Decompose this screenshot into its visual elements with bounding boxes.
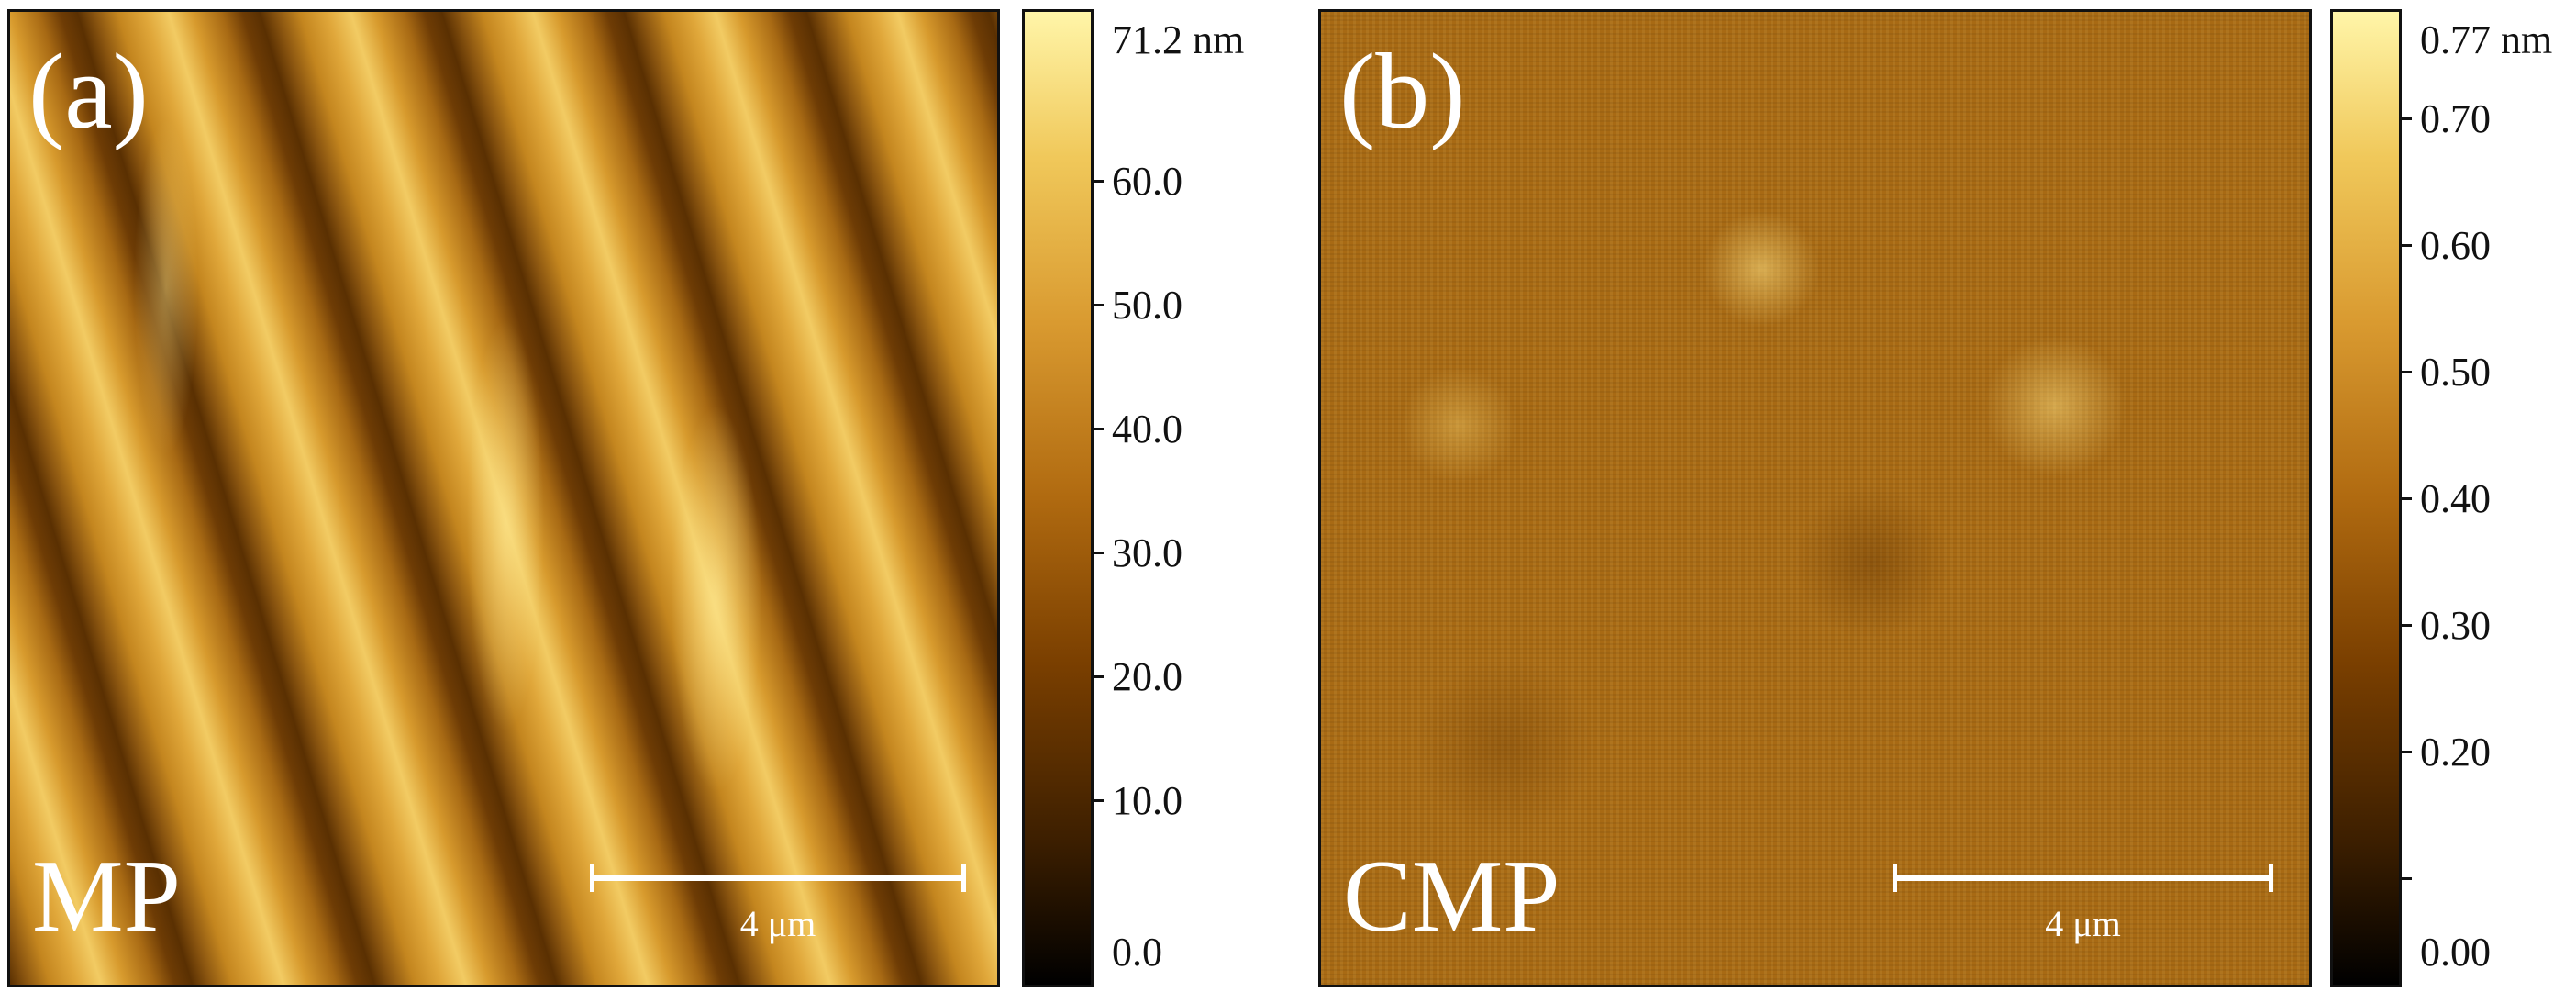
colorbar-a-tick-label: 20.0	[1112, 654, 1183, 699]
afm-image-cmp: (b) CMP 4 μm	[1318, 9, 2312, 987]
panel-label-a: (a)	[28, 31, 149, 151]
colorbar-b	[2330, 9, 2402, 987]
colorbar-b-tick-label: 0.30	[2420, 603, 2491, 648]
colorbar-b-tick-label: 0.50	[2420, 350, 2491, 395]
sample-label-mp: MP	[32, 840, 181, 953]
afm-image-mp: (a) MP 4 μm	[7, 9, 1000, 987]
colorbar-a-tick-label: 30.0	[1112, 530, 1183, 575]
colorbar-a-tick-label: 10.0	[1112, 778, 1183, 823]
scalebar-a	[590, 864, 966, 892]
panel-label-b: (b)	[1339, 31, 1466, 151]
colorbar-a-tick-label: 0.0	[1112, 930, 1162, 975]
colorbar-b-max: 0.77 nm	[2420, 17, 2553, 62]
colorbar-b-tick-label: 0.40	[2420, 476, 2491, 521]
scalebar-b	[1893, 864, 2273, 892]
scalebar-label-a: 4 μm	[739, 903, 816, 944]
colorbar-b-tick-label: 0.70	[2420, 96, 2491, 141]
colorbar-b-tick-label: 0.20	[2420, 730, 2491, 775]
colorbar-a	[1022, 9, 1094, 987]
colorbar-b-tick-label: 0.60	[2420, 223, 2491, 268]
colorbar-a-max: 71.2 nm	[1112, 17, 1245, 62]
colorbar-a-tick-label: 60.0	[1112, 159, 1183, 204]
sample-label-cmp: CMP	[1343, 840, 1560, 953]
colorbar-a-tick-label: 40.0	[1112, 407, 1183, 451]
colorbar-b-tick-label: 0.00	[2420, 930, 2491, 975]
colorbar-a-tick-label: 50.0	[1112, 283, 1183, 328]
scalebar-label-b: 4 μm	[2045, 903, 2121, 944]
